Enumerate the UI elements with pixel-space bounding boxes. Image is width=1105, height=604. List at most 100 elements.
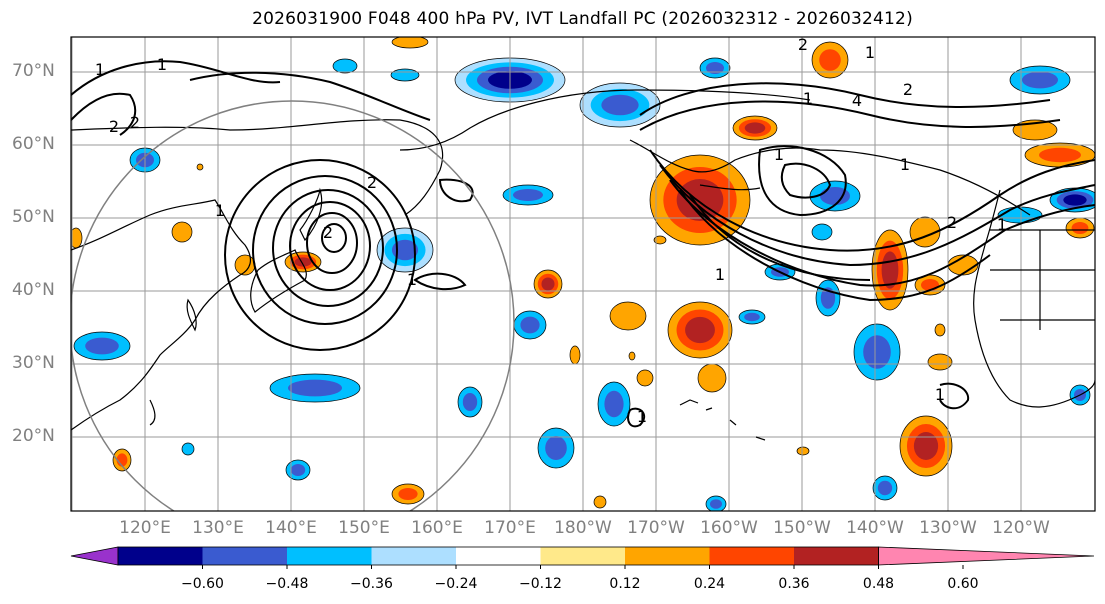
graticule <box>71 37 1095 511</box>
pv-anomaly-blob <box>290 464 306 476</box>
colorbar-segment <box>625 547 710 565</box>
colorbar-segment <box>371 547 457 565</box>
pv-anomaly-blob <box>811 223 833 241</box>
contour-label: 1 <box>157 55 167 74</box>
pv-anomaly-blob <box>462 393 478 411</box>
lat-label-60: 60°N <box>12 134 55 154</box>
contour-label: 1 <box>803 89 813 108</box>
pv-anomaly-blob <box>541 277 555 291</box>
colorbar-tick-label: −0.60 <box>181 576 224 592</box>
lat-label-20: 20°N <box>12 426 55 446</box>
pv-anomaly-blob <box>744 312 760 322</box>
colorbar-segment <box>202 547 288 565</box>
contour-label: 1 <box>774 145 784 164</box>
colorbar-frame <box>117 546 879 566</box>
colorbar-extend-low <box>70 546 119 566</box>
contour-label: 2 <box>947 213 957 232</box>
lat-label-70: 70°N <box>12 61 55 81</box>
colorbar-tick-label: −0.12 <box>519 576 562 592</box>
colorbar-tick-label: −0.24 <box>434 576 478 592</box>
pv-anomaly-blob <box>628 351 636 361</box>
contour-label: 2 <box>109 117 119 136</box>
contour-label: 1 <box>715 265 725 284</box>
pv-anomaly-blob <box>653 235 667 245</box>
colorbar-segment <box>118 547 203 565</box>
pv-anomaly-blob <box>796 446 810 456</box>
lon-label: 150°E <box>338 518 390 538</box>
pv-anomaly-blob <box>877 480 893 496</box>
lat-label-30: 30°N <box>12 353 55 373</box>
pv-anomaly-blob <box>706 62 724 74</box>
contour-label: 2 <box>367 173 377 192</box>
pv-anomaly-blob <box>513 189 543 201</box>
lon-label: 120°E <box>119 518 171 538</box>
colorbar-tick-label: −0.36 <box>350 576 393 592</box>
contour-label: 4 <box>852 91 862 110</box>
coastlines <box>71 89 1095 441</box>
pv-anomaly-blob <box>927 353 953 371</box>
colorbar-segment <box>456 547 541 565</box>
lon-label: 170°E <box>484 518 536 538</box>
colorbar-extend-high <box>878 546 1095 566</box>
pv-anomaly-blob <box>604 390 624 418</box>
contour-label: 1 <box>997 215 1007 234</box>
map-frame <box>70 36 1096 512</box>
contour-label: 1 <box>637 407 647 426</box>
pv-anomaly-blob <box>609 301 647 331</box>
ivt-contours <box>71 60 1095 428</box>
contour-label: 1 <box>215 201 225 220</box>
colorbar-tick-label: 0.24 <box>693 576 726 592</box>
colorbar-tick-label: 0.12 <box>609 576 641 592</box>
lon-label: 140°W <box>846 518 904 538</box>
lon-label: 160°E <box>411 518 463 538</box>
colorbar-tick-label: 0.36 <box>778 576 810 592</box>
lon-label: 150°W <box>773 518 831 538</box>
colorbar-segment <box>709 547 795 565</box>
lon-label: 140°E <box>265 518 317 538</box>
lat-label-40: 40°N <box>12 280 55 300</box>
plot-title: 2026031900 F048 400 hPa PV, IVT Landfall… <box>252 9 913 29</box>
contour-label: 1 <box>865 43 875 62</box>
pv-anomaly-blob <box>1022 71 1058 89</box>
pv-anomaly-blob <box>710 499 722 509</box>
colorbar-tick-label: 0.60 <box>947 576 979 592</box>
pv-anomaly-blob <box>636 369 654 387</box>
pv-anomaly-blob <box>85 337 119 355</box>
lon-label: 130°W <box>919 518 977 538</box>
pv-anomaly-blob <box>398 488 418 500</box>
colorbar-tick-label: −0.48 <box>265 576 309 592</box>
pv-anomaly-blob <box>196 163 204 171</box>
lon-label: 130°E <box>192 518 244 538</box>
pv-anomaly-blob <box>332 58 358 74</box>
pv-anomaly-blob <box>391 37 429 49</box>
pv-anomaly-blob <box>1063 194 1087 206</box>
pv-anomaly-blob <box>1071 222 1089 234</box>
contour-label: 2 <box>323 223 333 242</box>
contour-label: 1 <box>935 385 945 404</box>
pv-anomaly-blob <box>593 495 607 509</box>
lon-label: 170°W <box>627 518 685 538</box>
colorbar-segment <box>287 547 372 565</box>
pv-shading-layer <box>71 37 1095 511</box>
pv-anomaly-blob <box>744 122 766 134</box>
colorbar-segment <box>540 547 626 565</box>
lon-label: 120°W <box>992 518 1050 538</box>
pv-anomaly-blob <box>601 94 639 116</box>
pv-anomaly-blob <box>820 187 850 205</box>
lon-label: 160°W <box>700 518 758 538</box>
pv-anomaly-blob <box>171 221 193 243</box>
contour-label: 1 <box>407 270 417 289</box>
region-circle <box>71 100 515 511</box>
pv-anomaly-blob <box>1039 147 1081 163</box>
pv-anomaly-blob <box>391 239 419 261</box>
pv-anomaly-blob <box>863 335 891 369</box>
pv-anomaly-blob <box>934 323 946 337</box>
contour-label: 2 <box>130 113 140 132</box>
pv-anomaly-blob <box>294 257 312 267</box>
contour-label: 1 <box>900 155 910 174</box>
lon-label: 180°W <box>554 518 612 538</box>
pv-anomaly-blob <box>545 436 567 460</box>
